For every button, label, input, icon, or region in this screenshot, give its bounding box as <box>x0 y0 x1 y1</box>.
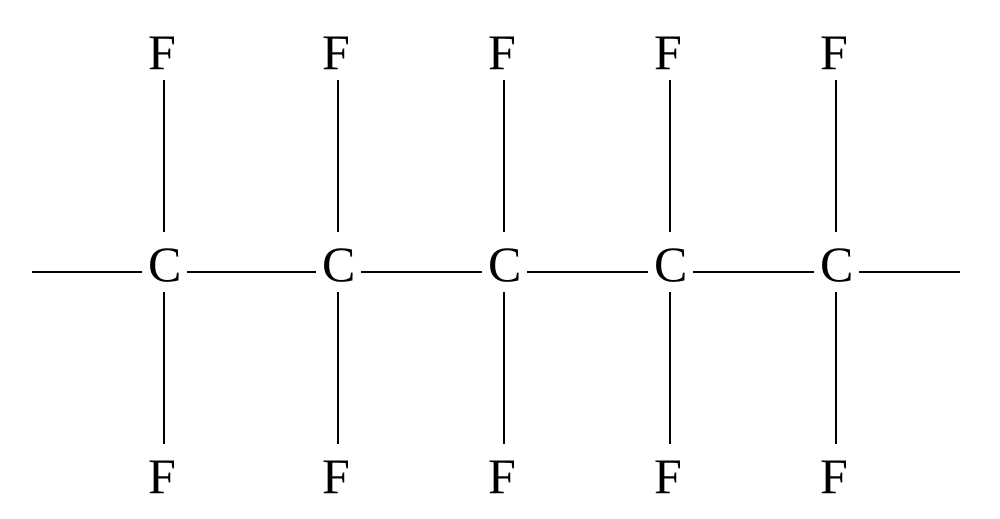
bond-backbone-3 <box>527 271 648 273</box>
bond-backbone-2 <box>361 271 482 273</box>
atom-F-top-4: F <box>820 23 848 81</box>
atom-F-top-2: F <box>488 23 516 81</box>
atom-C-3: C <box>654 235 687 293</box>
trailing-period: 。 <box>976 496 1000 519</box>
bond-CF-bottom-2 <box>503 292 505 444</box>
atom-F-bottom-2: F <box>488 447 516 505</box>
atom-C-1: C <box>322 235 355 293</box>
atom-F-top-0: F <box>148 23 176 81</box>
atom-C-2: C <box>488 235 521 293</box>
bond-CF-top-0 <box>163 80 165 232</box>
bond-backbone-0 <box>32 271 142 273</box>
bond-backbone-1 <box>187 271 316 273</box>
bond-CF-top-3 <box>669 80 671 232</box>
atom-C-0: C <box>148 235 181 293</box>
chemical-structure-diagram: F C F F C F F C F F C F F C F 。 <box>0 0 1000 519</box>
bond-CF-bottom-1 <box>337 292 339 444</box>
bond-CF-bottom-3 <box>669 292 671 444</box>
atom-F-bottom-4: F <box>820 447 848 505</box>
atom-C-4: C <box>820 235 853 293</box>
bond-CF-bottom-4 <box>835 292 837 444</box>
atom-F-top-1: F <box>322 23 350 81</box>
bond-CF-bottom-0 <box>163 292 165 444</box>
bond-CF-top-1 <box>337 80 339 232</box>
bond-backbone-4 <box>693 271 814 273</box>
bond-CF-top-4 <box>835 80 837 232</box>
atom-F-bottom-3: F <box>654 447 682 505</box>
atom-F-bottom-1: F <box>322 447 350 505</box>
atom-F-bottom-0: F <box>148 447 176 505</box>
atom-F-top-3: F <box>654 23 682 81</box>
bond-CF-top-2 <box>503 80 505 232</box>
bond-backbone-5 <box>859 271 960 273</box>
